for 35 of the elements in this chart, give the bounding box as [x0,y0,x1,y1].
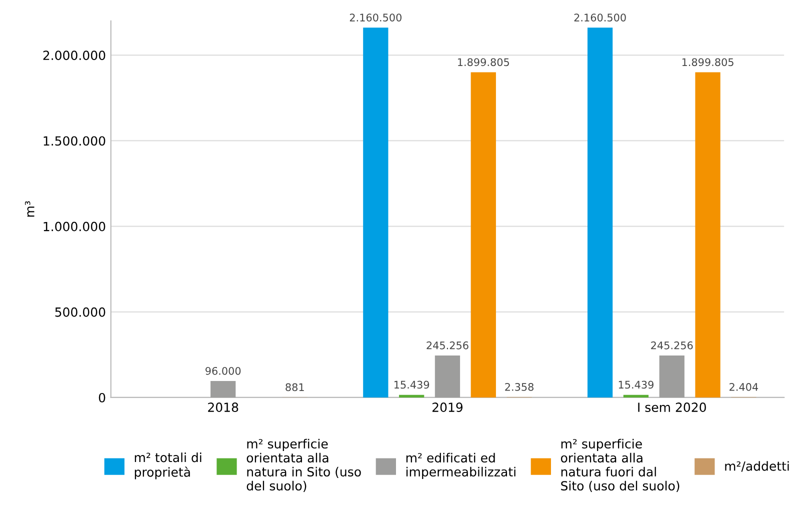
bar [210,381,236,398]
y-tick-label: 500.000 [55,307,106,317]
y-axis-title: m³ [24,201,34,217]
x-tick-label: 2019 [432,402,463,412]
bar [623,394,649,398]
x-tick-label: I sem 2020 [638,402,706,412]
data-label: 96.000 [206,366,241,375]
y-tick-label: 1.000.000 [44,222,106,232]
legend-label: m² superficie orientata alla natura fuori dal Sito (uso del suolo) [560,438,680,492]
x-tick-label: 2018 [208,402,238,412]
data-label: 2.358 [505,383,534,391]
bar [434,356,460,398]
bar [659,356,684,398]
legend-label: m² edificati ed impermeabilizzati [406,452,516,479]
data-label: 2.160.500 [350,14,402,22]
data-label: 1.899.805 [682,58,734,66]
data-label: 2.160.500 [574,14,626,22]
bar [399,394,424,398]
data-label: 15.439 [618,380,654,389]
data-label: 245.256 [426,341,468,350]
y-tick-label: 2.000.000 [43,50,106,60]
bar [470,72,496,398]
y-tick-label: 0 [98,392,106,402]
y-tick-label: 1.500.000 [44,136,106,146]
bar [363,28,388,398]
legend-label: m²/addetti [725,461,789,472]
data-label: 881 [286,383,304,392]
data-label: 245.256 [651,341,693,350]
legend-label: m² totali di proprietà [134,452,202,480]
legend-label: m² superficie orientata alla natura in Sito (uso del suolo) [246,438,361,492]
data-label: 2.404 [730,383,758,391]
bar [588,28,613,398]
bar [695,72,720,398]
data-label: 15.439 [394,380,430,389]
data-label: 1.899.805 [458,58,509,66]
